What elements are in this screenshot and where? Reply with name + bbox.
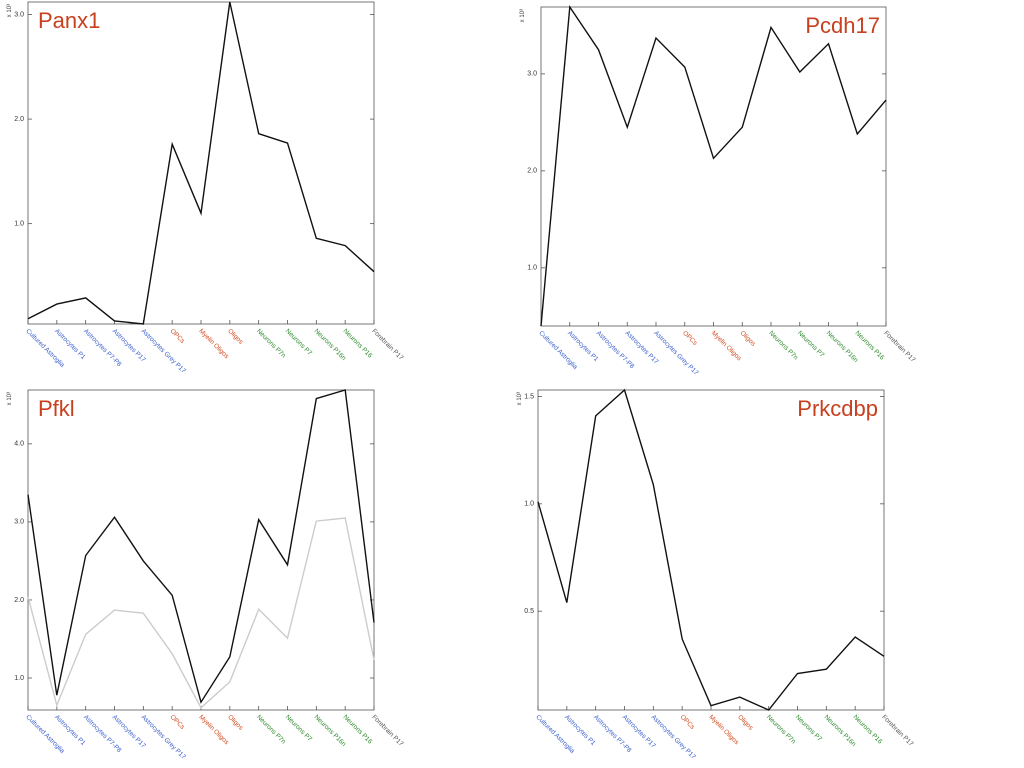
chart-title: Prkcdbp [797, 396, 878, 421]
y-tick-label: 3.0 [14, 519, 24, 526]
data-line [537, 388, 885, 711]
y-unit-label: x 10³ [520, 9, 526, 22]
x-tick-label: Neurons P7 [284, 328, 313, 357]
x-tick-label: Neurons P16 [342, 328, 374, 360]
y-tick-label: 3.0 [14, 11, 24, 18]
y-tick-label: 2.0 [14, 116, 24, 123]
x-tick-label: Neurons P7 [796, 330, 825, 359]
x-tick-label: Oligos [226, 328, 245, 347]
x-tick-label: Forebrain P17 [882, 330, 916, 364]
y-tick-label: 1.0 [14, 675, 24, 682]
y-tick-label: 1.0 [527, 265, 537, 272]
x-tick-label: Myelin Oligos [197, 328, 230, 361]
x-tick-label: Forebrain P17 [370, 714, 404, 748]
y-unit-label: x 10³ [7, 392, 13, 405]
x-tick-label: Neurons P7n [255, 328, 287, 360]
x-tick-label: Myelin Oligos [710, 330, 743, 363]
y-tick-label: 2.0 [527, 168, 537, 175]
y-tick-label: 1.0 [524, 501, 534, 508]
x-tick-label: Myelin Oligos [197, 714, 230, 747]
x-tick-label: Forebrain P17 [880, 714, 914, 748]
x-tick-label: Oligos [226, 714, 245, 733]
plot-frame [540, 6, 887, 327]
data-line [27, 1, 375, 325]
x-tick-label: OPCs [681, 330, 699, 348]
chart-title: Pcdh17 [805, 13, 880, 38]
plot-frame [27, 389, 375, 711]
data-line [540, 4, 887, 327]
x-tick-label: OPCs [679, 714, 697, 732]
x-tick-label: Neurons P7 [794, 714, 823, 743]
x-tick-label: Neurons P16 [852, 714, 884, 746]
chart-title: Pfkl [38, 396, 75, 421]
y-tick-label: 2.0 [14, 597, 24, 604]
x-tick-label: Oligos [739, 330, 758, 349]
y-tick-label: 4.0 [14, 441, 24, 448]
data-line [27, 517, 375, 709]
data-line [27, 389, 375, 704]
y-tick-label: 3.0 [527, 71, 537, 78]
y-tick-label: 0.5 [524, 608, 534, 615]
x-tick-label: OPCs [169, 328, 187, 346]
chart-title: Panx1 [38, 8, 100, 33]
x-tick-label: Oligos [736, 714, 755, 733]
x-tick-label: Neurons P7n [765, 714, 797, 746]
x-tick-label: OPCs [169, 714, 187, 732]
y-unit-label: x 10³ [7, 4, 13, 17]
plot-frame [27, 1, 375, 325]
x-tick-label: Neurons P7 [284, 714, 313, 743]
x-tick-label: Neurons P16 [342, 714, 374, 746]
y-tick-label: 1.5 [524, 393, 534, 400]
x-tick-label: Forebrain P17 [370, 328, 404, 362]
y-tick-label: 1.0 [14, 220, 24, 227]
y-unit-label: x 10³ [517, 392, 523, 405]
x-tick-label: Neurons P7n [767, 330, 799, 362]
x-tick-label: Neurons P7n [255, 714, 287, 746]
x-tick-label: Myelin Oligos [707, 714, 740, 747]
